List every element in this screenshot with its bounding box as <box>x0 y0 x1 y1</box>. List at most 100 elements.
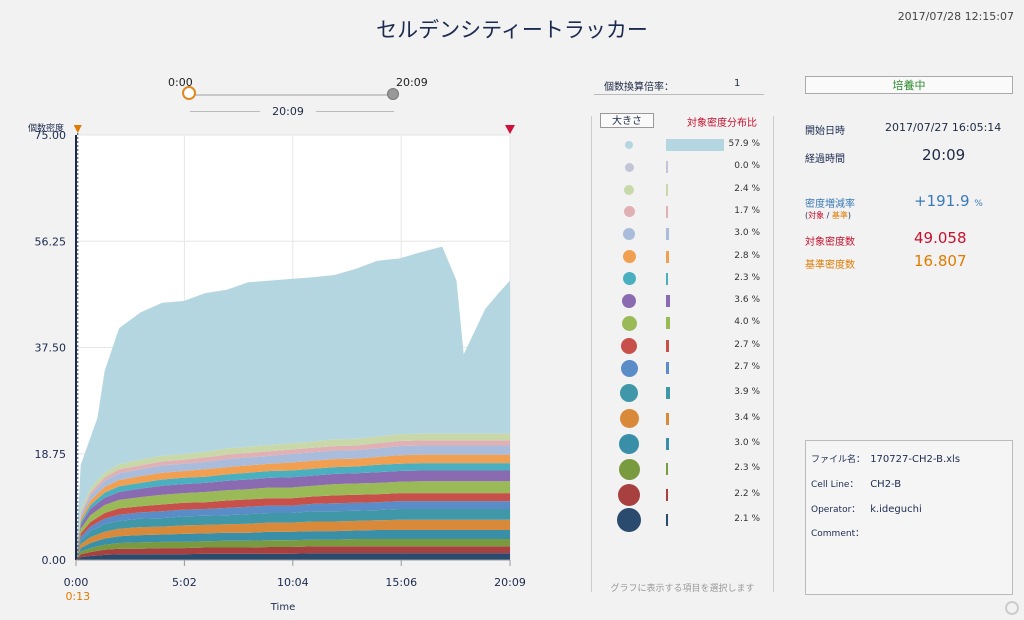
operator-key: Operator： <box>811 505 861 515</box>
legend-percentage: 2.8 % <box>734 250 760 261</box>
y-tick-label: 18.75 <box>35 448 67 461</box>
legend-size-dot <box>622 250 636 263</box>
legend-ratio-bar <box>666 139 724 151</box>
legend-size-dot <box>622 294 636 309</box>
file-row: ファイル名： 170727-CH2-B.xls <box>811 452 960 465</box>
slider-start-label: 0:00 <box>168 76 193 89</box>
legend-percentage: 2.7 % <box>734 362 760 372</box>
growth-rate-number: +191.9 <box>914 192 970 210</box>
cell-line-key: Cell Line： <box>811 480 859 490</box>
legend-row[interactable]: 2.3 % <box>592 269 772 289</box>
time-slider-track[interactable] <box>190 94 394 96</box>
base-density-value: 16.807 <box>914 252 967 270</box>
legend-row[interactable]: 4.0 % <box>592 313 772 333</box>
legend-size-dot <box>620 384 638 403</box>
start-time-label: 開始日時 <box>805 126 845 137</box>
legend-ratio-bar <box>666 183 669 196</box>
legend-row[interactable]: 3.6 % <box>592 291 772 311</box>
legend-row[interactable]: 2.7 % <box>592 358 772 378</box>
legend-size-dot <box>623 206 635 218</box>
rate-value[interactable]: 1 <box>734 78 741 89</box>
file-value: 170727-CH2-B.xls <box>870 454 961 465</box>
base-density-label: 基準密度数 <box>805 260 855 271</box>
start-marker-triangle[interactable] <box>73 125 82 133</box>
legend-row[interactable]: 2.2 % <box>592 483 772 506</box>
legend-percentage: 2.3 % <box>734 272 760 283</box>
legend-percentage: 2.2 % <box>734 488 760 499</box>
legend-size-dot <box>624 162 634 172</box>
legend-row[interactable]: 3.0 % <box>592 433 772 454</box>
cell-line-row: Cell Line： CH2-B <box>811 477 901 490</box>
x-axis-title: Time <box>270 602 295 613</box>
legend-row[interactable]: 2.3 % <box>592 458 772 480</box>
rate-label: 個数換算倍率： <box>604 82 674 93</box>
legend-size-dot <box>620 359 638 377</box>
current-datetime: 2017/07/28 12:15:07 <box>897 10 1014 23</box>
range-duration-label: 20:09 <box>272 105 304 118</box>
legend-size-dot <box>622 272 636 286</box>
legend-percentage: 2.1 % <box>734 513 760 524</box>
file-key: ファイル名： <box>811 455 866 465</box>
comment-key: Comment： <box>811 529 865 539</box>
area-series-group17 <box>76 246 510 560</box>
legend-row[interactable]: 2.7 % <box>592 336 772 356</box>
legend-percentage: 2.3 % <box>734 463 760 474</box>
legend-ratio-bar <box>666 295 670 308</box>
x-tick-label: 15:06 <box>385 576 417 589</box>
slider-start-handle[interactable] <box>182 86 196 100</box>
status-button[interactable]: 培養中 <box>805 76 1013 94</box>
legend-row[interactable]: 2.1 % <box>592 507 772 532</box>
legend-percentage: 57.9 % <box>728 139 760 149</box>
legend-size-dot <box>623 228 635 241</box>
x-tick-label: 0:00 <box>64 576 89 589</box>
size-sort-button[interactable]: 大きさ <box>600 113 654 128</box>
legend-row[interactable]: 2.4 % <box>592 180 772 200</box>
growth-rate-sub: (対象 / 基準) <box>805 211 852 220</box>
slider-end-handle[interactable] <box>387 88 399 100</box>
density-area-chart[interactable]: 75.00 56.25 37.50 18.75 0.00 0:00 5:02 10:04 15:… <box>0 115 540 620</box>
legend-size-dot <box>621 315 637 331</box>
legend-percentage: 3.0 % <box>734 228 760 239</box>
x-tick-label: 10:04 <box>277 576 309 589</box>
legend-row[interactable]: 3.4 % <box>592 409 772 429</box>
legend-row[interactable]: 57.9 % <box>592 135 772 155</box>
area-series-group9 <box>76 481 510 560</box>
legend-row[interactable]: 1.7 % <box>592 202 772 222</box>
y-tick-label: 37.50 <box>35 342 67 355</box>
slider-end-label: 20:09 <box>396 76 428 89</box>
start-time-value: 2017/07/27 16:05:14 <box>885 121 1002 134</box>
growth-rate-unit: % <box>974 199 983 209</box>
legend-percentage: 3.0 % <box>734 437 760 448</box>
area-series-group3 <box>76 539 510 560</box>
y-tick-label: 75.00 <box>35 129 67 142</box>
comment-row: Comment： <box>811 526 867 539</box>
legend-hint: グラフに表示する項目を選択します <box>610 584 755 594</box>
growth-sub-sep: / <box>826 211 830 220</box>
x-tick-label: 5:02 <box>172 576 197 589</box>
legend-row[interactable]: 2.8 % <box>592 247 772 267</box>
legend-size-dot <box>618 483 640 506</box>
gear-icon[interactable] <box>1005 601 1019 615</box>
legend-size-dot <box>624 184 634 195</box>
legend-row[interactable]: 0.0 % <box>592 157 772 177</box>
y-tick-label: 0.00 <box>42 554 67 567</box>
legend-ratio-bar <box>666 205 668 218</box>
legend-ratio-bar <box>666 317 670 330</box>
legend-ratio-bar <box>666 437 669 450</box>
rate-underline <box>594 94 764 95</box>
legend-size-dot <box>617 507 641 532</box>
y-axis-title: 個数密度 <box>28 122 64 134</box>
operator-value: k.ideguchi <box>870 504 922 515</box>
range-line-right <box>316 111 394 112</box>
legend-ratio-bar <box>666 488 669 501</box>
legend-row[interactable]: 3.0 % <box>592 224 772 244</box>
legend-ratio-bar <box>666 412 670 425</box>
legend-row[interactable]: 3.9 % <box>592 383 772 403</box>
y-tick-label: 56.25 <box>35 235 67 248</box>
legend-percentage: 1.7 % <box>734 205 760 216</box>
area-series-group6 <box>76 509 510 560</box>
end-marker-triangle[interactable] <box>505 125 515 134</box>
file-info-box: ファイル名： 170727-CH2-B.xls Cell Line： CH2-B… <box>805 440 1013 595</box>
legend-size-dot <box>621 337 637 354</box>
area-series-group10 <box>76 470 510 560</box>
